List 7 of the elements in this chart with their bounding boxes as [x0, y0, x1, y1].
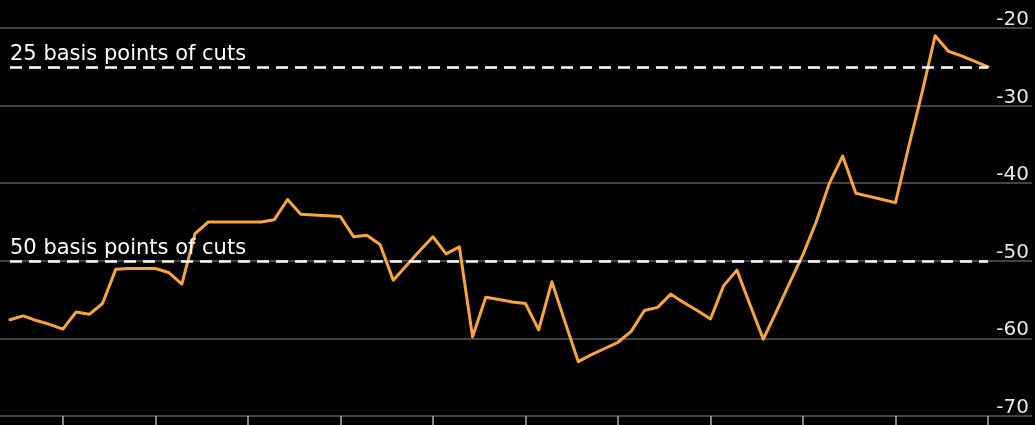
y-tick-label: -20: [996, 6, 1029, 30]
y-tick-label: -60: [996, 316, 1029, 341]
y-tick-label: -50: [996, 238, 1029, 263]
ref-line-label: 25 basis points of cuts: [10, 41, 247, 66]
y-tick-label: -30: [996, 83, 1029, 108]
y-tick-label: -40: [996, 161, 1029, 186]
y-tick-label: -70: [996, 394, 1029, 418]
